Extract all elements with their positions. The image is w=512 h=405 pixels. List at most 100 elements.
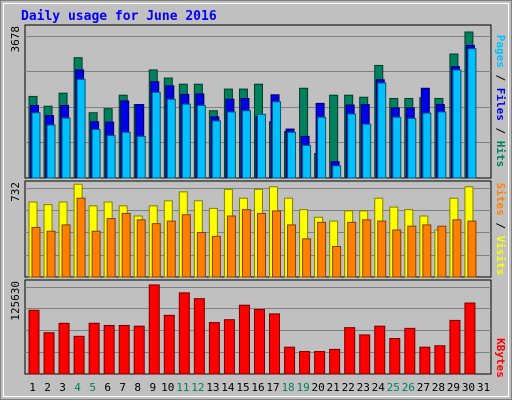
bar-sites-day-28 bbox=[437, 225, 447, 278]
bar-pages-day-27 bbox=[422, 112, 432, 179]
x-tick-label-day-26: 26 bbox=[402, 381, 415, 394]
bar-kbytes-day-9 bbox=[148, 284, 160, 375]
bar-sites-day-22 bbox=[347, 221, 357, 278]
x-tick-label-day-31: 31 bbox=[477, 381, 490, 394]
bar-pages-day-13 bbox=[211, 120, 221, 179]
bar-kbytes-day-8 bbox=[133, 325, 145, 375]
bar-kbytes-day-12 bbox=[193, 298, 205, 375]
bar-kbytes-day-20 bbox=[314, 351, 326, 375]
bar-sites-day-14 bbox=[226, 215, 236, 278]
x-tick-label-day-13: 13 bbox=[206, 381, 219, 394]
bar-pages-day-18 bbox=[287, 131, 297, 179]
bar-kbytes-day-25 bbox=[389, 338, 401, 375]
legend-separator: / bbox=[494, 216, 507, 236]
bar-kbytes-day-14 bbox=[223, 319, 235, 375]
x-tick-label-day-11: 11 bbox=[176, 381, 189, 394]
legend-hits-files-pages: Pages / Files / Hits bbox=[494, 35, 507, 168]
x-tick-label-day-27: 27 bbox=[417, 381, 430, 394]
bar-kbytes-day-2 bbox=[43, 332, 55, 375]
bar-pages-day-21 bbox=[332, 165, 342, 179]
bar-kbytes-day-5 bbox=[88, 322, 100, 375]
x-tick-label-day-23: 23 bbox=[357, 381, 370, 394]
bar-pages-day-5 bbox=[91, 128, 101, 179]
bar-kbytes-day-22 bbox=[344, 327, 356, 375]
bar-kbytes-day-26 bbox=[404, 327, 416, 375]
bar-kbytes-day-7 bbox=[118, 324, 130, 375]
legend-separator: / bbox=[494, 121, 507, 141]
x-tick-label-day-28: 28 bbox=[432, 381, 445, 394]
bar-sites-day-1 bbox=[31, 226, 41, 278]
bar-sites-day-29 bbox=[452, 219, 462, 278]
bar-kbytes-day-24 bbox=[374, 325, 386, 375]
bar-sites-day-12 bbox=[196, 232, 206, 278]
bar-sites-day-24 bbox=[377, 220, 387, 278]
legend-files: Files bbox=[494, 88, 507, 121]
bar-sites-day-27 bbox=[422, 224, 432, 278]
bar-sites-day-17 bbox=[272, 210, 282, 278]
bar-pages-day-30 bbox=[467, 48, 477, 179]
bar-sites-day-7 bbox=[121, 212, 131, 278]
bar-sites-day-23 bbox=[362, 219, 372, 278]
bar-kbytes-day-27 bbox=[419, 346, 431, 375]
bar-pages-day-4 bbox=[76, 78, 86, 179]
bar-pages-day-16 bbox=[256, 113, 266, 179]
bar-pages-day-19 bbox=[302, 144, 312, 179]
bar-pages-day-17 bbox=[272, 101, 282, 179]
x-tick-label-day-6: 6 bbox=[104, 381, 111, 394]
bar-kbytes-day-10 bbox=[163, 314, 175, 375]
legend-hits: Hits bbox=[494, 141, 507, 168]
y-max-tick-label: 3678 bbox=[9, 26, 22, 53]
x-tick-label-day-20: 20 bbox=[312, 381, 325, 394]
bar-pages-day-20 bbox=[317, 116, 327, 179]
y-max-tick-label: 732 bbox=[9, 182, 22, 202]
bar-pages-day-10 bbox=[166, 98, 176, 179]
x-tick-label-day-22: 22 bbox=[342, 381, 355, 394]
bar-sites-day-10 bbox=[166, 220, 176, 278]
bar-kbytes-day-15 bbox=[238, 304, 250, 375]
bar-kbytes-day-3 bbox=[58, 322, 70, 375]
x-tick-label-day-3: 3 bbox=[59, 381, 66, 394]
hits-files-pages-panel: 3678 bbox=[9, 24, 492, 179]
bar-pages-day-24 bbox=[377, 82, 387, 179]
bar-pages-day-3 bbox=[61, 117, 71, 179]
bar-kbytes-day-11 bbox=[178, 292, 190, 375]
legend-visits: Visits bbox=[494, 236, 507, 276]
bar-kbytes-day-29 bbox=[449, 319, 461, 375]
x-tick-label-day-12: 12 bbox=[191, 381, 204, 394]
day-axis: 1 2 3 4 5 6 7 8 9 10 11 12 13 14 15 16 17 18 19 20 21 22 23 24 2… bbox=[29, 381, 490, 394]
x-tick-label-day-16: 16 bbox=[251, 381, 264, 394]
bar-kbytes-day-30 bbox=[464, 302, 476, 375]
legend-visits-sites: Sites / Visits bbox=[494, 183, 507, 276]
bar-pages-day-23 bbox=[362, 123, 372, 179]
bar-kbytes-day-16 bbox=[253, 309, 265, 375]
bar-pages-day-1 bbox=[31, 112, 41, 179]
x-tick-label-day-29: 29 bbox=[447, 381, 460, 394]
bar-kbytes-day-28 bbox=[434, 345, 446, 375]
x-tick-label-day-18: 18 bbox=[281, 381, 294, 394]
bar-sites-day-2 bbox=[46, 230, 56, 278]
x-tick-label-day-25: 25 bbox=[387, 381, 400, 394]
x-tick-label-day-15: 15 bbox=[236, 381, 249, 394]
x-tick-label-day-30: 30 bbox=[462, 381, 475, 394]
bar-kbytes-day-6 bbox=[103, 324, 115, 375]
x-tick-label-day-4: 4 bbox=[74, 381, 81, 394]
bar-pages-day-15 bbox=[241, 110, 251, 179]
x-tick-label-day-2: 2 bbox=[44, 381, 51, 394]
x-tick-label-day-9: 9 bbox=[149, 381, 156, 394]
bar-sites-day-25 bbox=[392, 229, 402, 278]
bar-pages-day-14 bbox=[226, 111, 236, 179]
legend-separator: / bbox=[494, 68, 507, 88]
bar-sites-day-9 bbox=[151, 223, 161, 278]
bar-pages-day-26 bbox=[407, 117, 417, 179]
x-tick-label-day-21: 21 bbox=[327, 381, 340, 394]
bar-kbytes-day-1 bbox=[28, 309, 40, 375]
chart-title: Daily usage for June 2016 bbox=[21, 9, 217, 24]
legend-sites: Sites bbox=[494, 183, 507, 216]
bar-pages-day-25 bbox=[392, 116, 402, 179]
y-max-tick-label: 125630 bbox=[9, 281, 22, 321]
bar-pages-day-29 bbox=[452, 69, 462, 179]
legend-pages: Pages bbox=[494, 35, 507, 68]
chart-inner-border bbox=[3, 3, 509, 397]
